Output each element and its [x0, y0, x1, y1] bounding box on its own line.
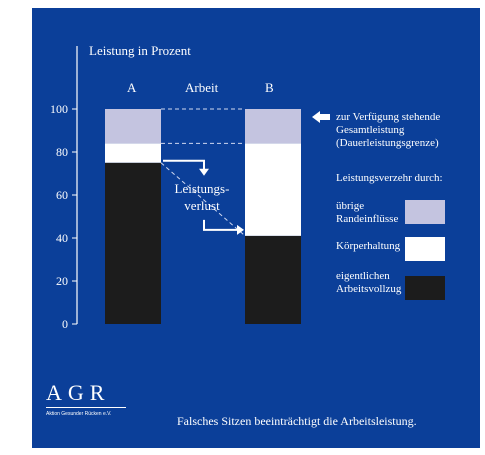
stacked-bar-chart: 0 20 40 60 80 100 [50, 46, 330, 331]
legend-swatch-koerper [405, 237, 445, 261]
category-label-b: B [265, 80, 274, 95]
footer-caption: Falsches Sitzen beeinträchtigt die Arbei… [177, 414, 417, 428]
loss-arrow-down-head [199, 168, 209, 176]
y-tick-label-40: 40 [56, 231, 68, 245]
annotation-loss: Leistungs-verlust [174, 181, 230, 213]
loss-arrow-right [203, 219, 241, 231]
legend-label-koerper: Körperhaltung [336, 240, 401, 252]
legend-title: Leistungsverzehr durch: [336, 172, 443, 184]
bar-b-series-2 [245, 109, 301, 144]
logo-subtitle: Aktion Gesunder Rücken e.V. [46, 411, 112, 417]
y-tick-label-0: 0 [62, 317, 68, 331]
y-tick-label-60: 60 [56, 188, 68, 202]
loss-arrow-right-head [237, 224, 244, 235]
y-axis-label: Leistung in Prozent [89, 43, 191, 58]
dashed-line-work [160, 162, 246, 237]
y-tick-label-20: 20 [56, 274, 68, 288]
legend-label-rand: übrige Randeinflüsse [336, 200, 399, 225]
bar-b-series-1 [245, 143, 301, 236]
bar-b-series-0 [245, 235, 301, 324]
capacity-arrow-icon [312, 111, 330, 123]
category-label-a: A [127, 80, 137, 95]
annotation-capacity: zur Verfügung stehende Gesamtleistung (D… [336, 111, 441, 149]
loss-arrow-down [163, 159, 205, 171]
logo-underline [46, 407, 126, 408]
x-axis-label: Arbeit [185, 80, 219, 95]
bar-a-series-2 [105, 109, 161, 144]
legend-swatch-arbeit [405, 276, 445, 300]
agr-logo: AGR [46, 380, 111, 405]
chart-panel: 0 20 40 60 80 100 Leistung in Prozent A Arbei… [32, 8, 480, 448]
y-tick-label-80: 80 [56, 145, 68, 159]
y-tick-label-100: 100 [50, 102, 68, 116]
bar-a-series-0 [105, 162, 161, 324]
legend-label-arbeit: eigentlichen Arbeitsvollzug [336, 270, 402, 295]
bar-a-series-1 [105, 143, 161, 163]
legend-swatch-rand [405, 200, 445, 224]
